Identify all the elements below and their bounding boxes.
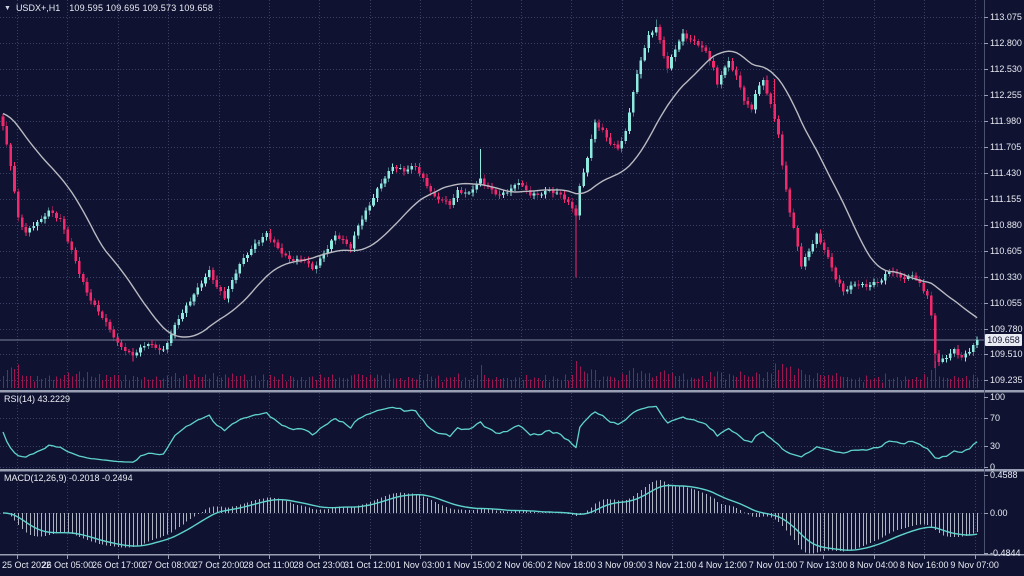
chart-header: ▼ USDX+,H1 109.595 109.695 109.573 109.6… bbox=[4, 3, 213, 14]
chart-symbol-timeframe: USDX+,H1 bbox=[15, 3, 61, 13]
rsi-axis-label: 30 bbox=[990, 441, 1000, 451]
time-axis-label: 28 Oct 23:00 bbox=[294, 560, 346, 570]
rsi-axis-label: 100 bbox=[990, 392, 1005, 402]
rsi-axis-label: 0 bbox=[990, 462, 995, 472]
price-axis-label: 109.510 bbox=[990, 349, 1023, 359]
time-axis-label: 7 Nov 13:00 bbox=[799, 560, 848, 570]
time-axis-label: 25 Oct 2022 bbox=[2, 560, 51, 570]
macd-axis-label: 0.00 bbox=[990, 508, 1008, 518]
time-axis-label: 31 Oct 12:00 bbox=[344, 560, 396, 570]
main-chart-pane[interactable] bbox=[0, 0, 984, 390]
current-price-tag: 109.658 bbox=[985, 334, 1022, 346]
time-axis-label: 27 Oct 08:00 bbox=[142, 560, 194, 570]
macd-axis-label: -0.4844 bbox=[990, 548, 1021, 558]
collapse-chart-icon[interactable]: ▼ bbox=[4, 5, 11, 12]
pane-separator[interactable] bbox=[0, 554, 1024, 556]
time-axis[interactable] bbox=[0, 555, 1024, 576]
price-axis-label: 110.055 bbox=[990, 298, 1022, 308]
pane-separator[interactable] bbox=[0, 390, 1024, 393]
time-axis-label: 27 Oct 20:00 bbox=[193, 560, 245, 570]
price-axis-label: 111.155 bbox=[990, 194, 1021, 204]
time-axis-label: 3 Nov 09:00 bbox=[598, 560, 647, 570]
macd-label: MACD(12,26,9) -0.2018 -0.2494 bbox=[4, 473, 133, 483]
macd-axis-label: 0.4588 bbox=[990, 470, 1018, 480]
rsi-label: RSI(14) 43.2229 bbox=[4, 394, 71, 404]
chart-ohlc-values: 109.595 109.695 109.573 109.658 bbox=[69, 3, 214, 13]
time-axis-label: 4 Nov 12:00 bbox=[698, 560, 747, 570]
price-axis-label: 113.075 bbox=[990, 12, 1022, 22]
time-axis-label: 26 Oct 17:00 bbox=[92, 560, 144, 570]
pane-separator[interactable] bbox=[0, 469, 1024, 472]
price-axis-label: 112.800 bbox=[990, 38, 1022, 48]
grid bbox=[0, 0, 984, 554]
volume-series bbox=[3, 361, 978, 388]
time-axis-label: 9 Nov 07:00 bbox=[950, 560, 999, 570]
macd-signal-line bbox=[2, 484, 978, 551]
time-axis-label: 8 Nov 16:00 bbox=[900, 560, 949, 570]
candlestick-series bbox=[1, 19, 979, 369]
price-axis[interactable] bbox=[984, 0, 1024, 554]
price-axis-label: 111.980 bbox=[990, 116, 1021, 126]
price-axis-label: 110.330 bbox=[990, 272, 1022, 282]
price-axis-label: 111.705 bbox=[990, 142, 1021, 152]
macd-pane[interactable] bbox=[0, 471, 984, 554]
ma-line bbox=[2, 50, 978, 338]
price-axis-label: 110.605 bbox=[990, 246, 1022, 256]
price-axis-label: 112.530 bbox=[990, 64, 1022, 74]
time-axis-label: 1 Nov 03:00 bbox=[396, 560, 445, 570]
price-axis-label: 112.255 bbox=[990, 90, 1022, 100]
price-axis-label: 110.880 bbox=[990, 220, 1022, 230]
axis-ticks bbox=[17, 17, 988, 559]
price-axis-label: 111.430 bbox=[990, 168, 1021, 178]
price-axis-label: 109.235 bbox=[990, 375, 1023, 385]
rsi-axis-label: 70 bbox=[990, 413, 1000, 423]
time-axis-label: 3 Nov 21:00 bbox=[648, 560, 697, 570]
rsi-line bbox=[2, 405, 978, 463]
time-axis-label: 2 Nov 06:00 bbox=[497, 560, 546, 570]
time-axis-label: 7 Nov 01:00 bbox=[749, 560, 798, 570]
time-axis-label: 28 Oct 11:00 bbox=[244, 560, 295, 570]
time-axis-label: 2 Nov 18:00 bbox=[547, 560, 596, 570]
time-axis-label: 26 Oct 05:00 bbox=[42, 560, 94, 570]
time-axis-label: 1 Nov 15:00 bbox=[446, 560, 495, 570]
rsi-pane[interactable] bbox=[0, 392, 984, 469]
time-axis-label: 8 Nov 04:00 bbox=[850, 560, 899, 570]
price-axis-label: 109.780 bbox=[990, 324, 1023, 334]
